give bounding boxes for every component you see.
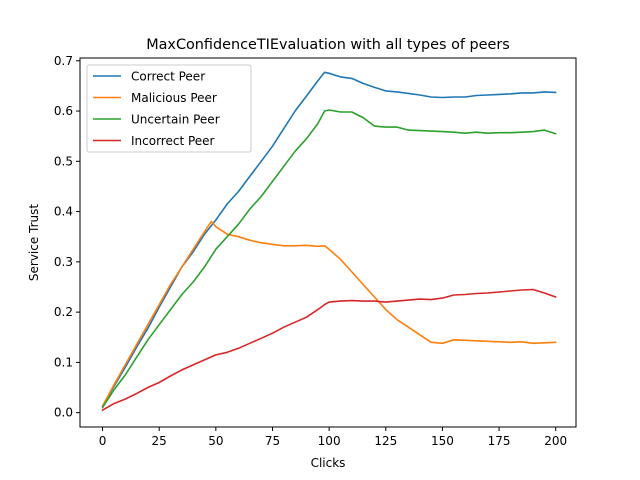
y-tick-label: 0.3 (54, 255, 73, 269)
legend: Correct Peer Malicious Peer Uncertain Peer… (86, 64, 252, 153)
y-axis-label: Service Trust (27, 204, 41, 282)
x-tick-label: 125 (374, 434, 397, 448)
y-tick-label: 0.7 (54, 54, 73, 68)
y-tick-label: 0.5 (54, 154, 73, 168)
x-tick-label: 0 (99, 434, 107, 448)
legend-box (86, 64, 252, 153)
x-axis: 0 25 50 75 100 125 150 175 200 (99, 427, 567, 448)
x-tick-label: 150 (431, 434, 454, 448)
x-tick-label: 25 (152, 434, 167, 448)
x-tick-label: 200 (544, 434, 567, 448)
series-line-uncertain-peer (101, 109, 557, 409)
x-tick-label: 175 (488, 434, 511, 448)
y-tick-label: 0.2 (54, 305, 73, 319)
y-tick-label: 0.0 (54, 406, 73, 420)
x-tick-label: 50 (208, 434, 223, 448)
legend-label-incorrect-peer: Incorrect Peer (131, 134, 215, 148)
series-lines (101, 71, 557, 412)
y-tick-label: 0.6 (54, 104, 73, 118)
x-tick-label: 100 (318, 434, 341, 448)
y-tick-label: 0.1 (54, 355, 73, 369)
x-axis-label: Clicks (311, 456, 346, 470)
chart-title: MaxConfidenceTIEvaluation with all types… (146, 37, 510, 53)
x-tick-label: 75 (265, 434, 280, 448)
y-axis: 0.0 0.1 0.2 0.3 0.4 0.5 0.6 0.7 (54, 54, 80, 420)
axes-frame (79, 57, 577, 428)
legend-label-malicious-peer: Malicious Peer (131, 91, 217, 105)
series-line-malicious-peer (101, 220, 557, 407)
legend-label-correct-peer: Correct Peer (131, 70, 205, 84)
series-line-incorrect-peer (101, 288, 557, 412)
legend-label-uncertain-peer: Uncertain Peer (131, 113, 220, 127)
y-tick-label: 0.4 (54, 205, 73, 219)
